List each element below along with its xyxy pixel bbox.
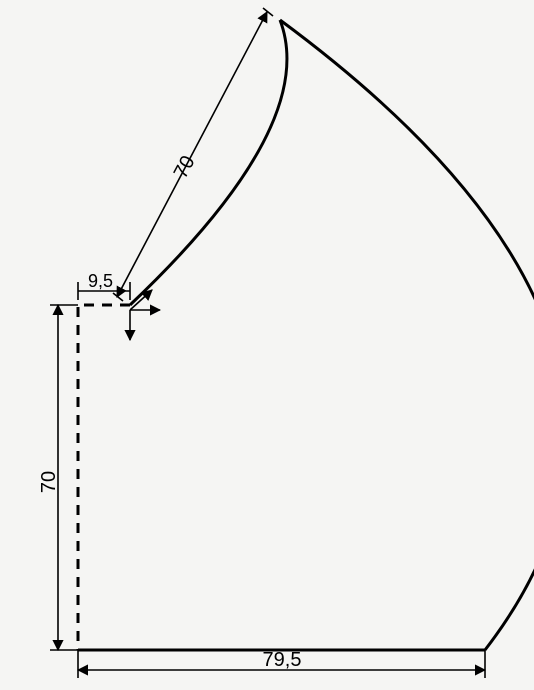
dim-w-label: 79,5: [263, 649, 302, 671]
dim-slant-line: [117, 12, 267, 297]
outline-outer-arc: [280, 20, 534, 650]
dim-slant-label: 70: [170, 152, 200, 182]
dim-notch-label: 9,5: [88, 271, 113, 291]
outline-inner-arc: [130, 20, 287, 305]
outline-dashed-left: [78, 305, 130, 650]
dim-h-label: 70: [38, 471, 60, 493]
dim-slant-ext-top: [263, 8, 273, 16]
